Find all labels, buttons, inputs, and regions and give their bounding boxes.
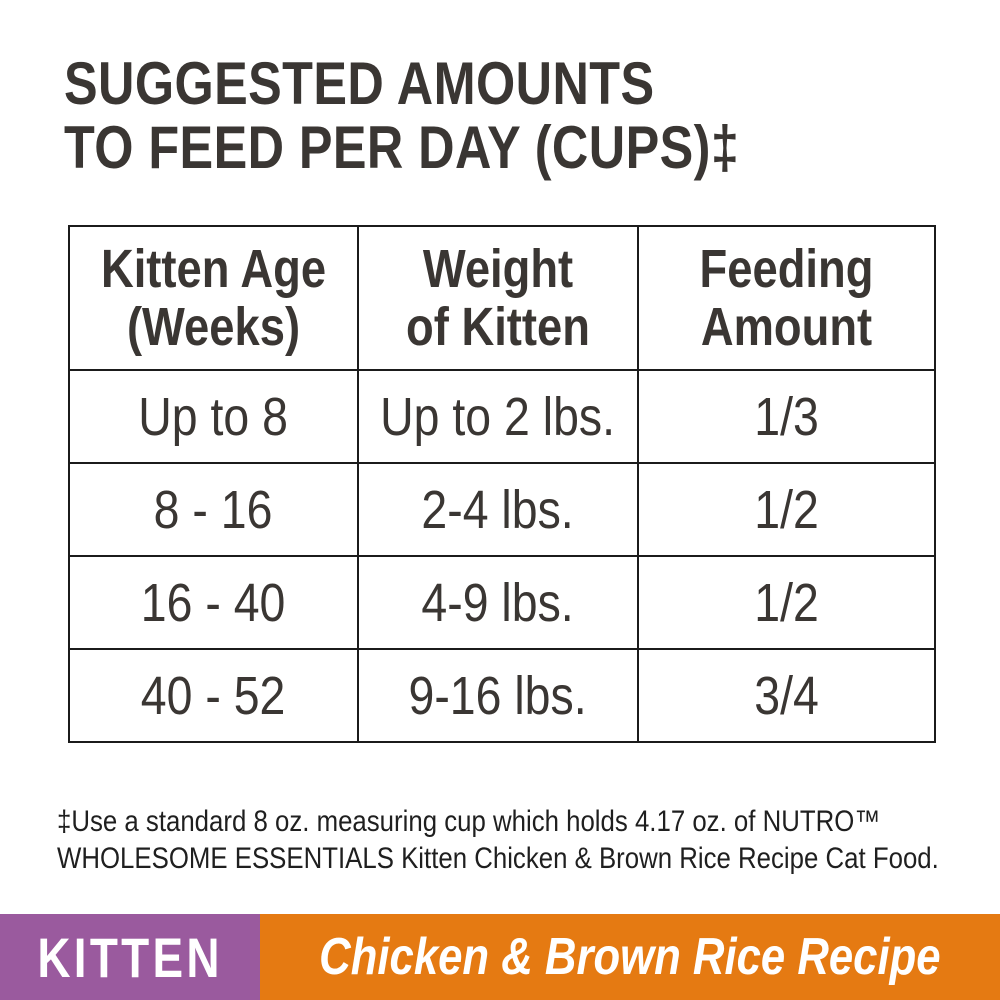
col-header-kitten-age-line-2: (Weeks) xyxy=(126,297,301,357)
title-line-2: TO FEED PER DAY (CUPS)‡ xyxy=(64,114,740,181)
col-header-feeding-amount-line-1: Feeding xyxy=(699,239,874,299)
col-header-weight-line-1: Weight xyxy=(422,239,574,299)
cell-feeding-amount-value: 1/3 xyxy=(754,386,819,447)
cell-age-value: 40 - 52 xyxy=(141,665,286,726)
recipe-banner: Chicken & Brown Rice Recipe xyxy=(260,914,1000,1000)
cell-age: 8 - 16 xyxy=(68,462,359,557)
recipe-name-label: Chicken & Brown Rice Recipe xyxy=(319,928,941,986)
table-head: Kitten Age (Weeks) Weight of Kitten Feed… xyxy=(68,225,936,371)
cell-weight: Up to 2 lbs. xyxy=(357,369,639,464)
cell-weight-value: 2-4 lbs. xyxy=(421,479,575,540)
measuring-cup-footnote: ‡Use a standard 8 oz. measuring cup whic… xyxy=(57,803,1000,877)
cell-weight: 9-16 lbs. xyxy=(357,648,639,743)
cell-age-value: Up to 8 xyxy=(138,386,289,447)
cell-age-value: 16 - 40 xyxy=(141,572,286,633)
footnote-line-1: ‡Use a standard 8 oz. measuring cup whic… xyxy=(57,805,881,838)
footnote-line-2: WHOLESOME ESSENTIALS Kitten Chicken & Br… xyxy=(57,842,939,875)
col-header-feeding-amount: Feeding Amount xyxy=(637,225,936,371)
table-row: Up to 8 Up to 2 lbs. 1/3 xyxy=(68,369,936,464)
col-header-kitten-age: Kitten Age (Weeks) xyxy=(68,225,359,371)
title-line-1: SUGGESTED AMOUNTS xyxy=(64,50,655,117)
cell-feeding-amount: 1/3 xyxy=(637,369,936,464)
table-header-row: Kitten Age (Weeks) Weight of Kitten Feed… xyxy=(68,225,936,371)
cell-feeding-amount-value: 3/4 xyxy=(754,665,819,726)
cell-weight-value: Up to 2 lbs. xyxy=(380,386,616,447)
cell-feeding-amount: 1/2 xyxy=(637,462,936,557)
col-header-weight: Weight of Kitten xyxy=(357,225,639,371)
cell-feeding-amount-value: 1/2 xyxy=(754,572,819,633)
cell-weight-value: 9-16 lbs. xyxy=(408,665,588,726)
cell-age: 40 - 52 xyxy=(68,648,359,743)
cell-weight: 4-9 lbs. xyxy=(357,555,639,650)
table-body: Up to 8 Up to 2 lbs. 1/3 8 - 16 2-4 lbs.… xyxy=(68,369,936,743)
cell-feeding-amount: 3/4 xyxy=(637,648,936,743)
brand-footer-band: KITTEN Chicken & Brown Rice Recipe xyxy=(0,914,1000,1000)
cell-weight: 2-4 lbs. xyxy=(357,462,639,557)
table-row: 16 - 40 4-9 lbs. 1/2 xyxy=(68,555,936,650)
cell-feeding-amount: 1/2 xyxy=(637,555,936,650)
cell-age-value: 8 - 16 xyxy=(154,479,273,540)
col-header-weight-line-2: of Kitten xyxy=(406,297,590,357)
col-header-kitten-age-line-1: Kitten Age xyxy=(100,239,327,299)
page-title: SUGGESTED AMOUNTS TO FEED PER DAY (CUPS)… xyxy=(64,52,868,180)
cell-feeding-amount-value: 1/2 xyxy=(754,479,819,540)
table-row: 40 - 52 9-16 lbs. 3/4 xyxy=(68,648,936,743)
table-row: 8 - 16 2-4 lbs. 1/2 xyxy=(68,462,936,557)
cell-age: Up to 8 xyxy=(68,369,359,464)
kitten-category-label: KITTEN xyxy=(37,925,223,989)
cell-age: 16 - 40 xyxy=(68,555,359,650)
cell-weight-value: 4-9 lbs. xyxy=(421,572,575,633)
kitten-category-badge: KITTEN xyxy=(0,914,261,1000)
col-header-feeding-amount-line-2: Amount xyxy=(700,297,873,357)
feeding-amounts-table: Kitten Age (Weeks) Weight of Kitten Feed… xyxy=(68,225,936,743)
